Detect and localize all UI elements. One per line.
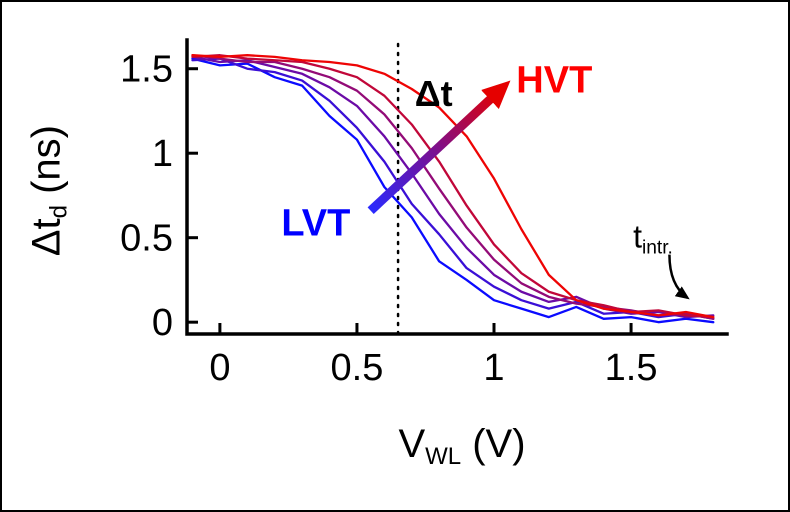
y-tick-label: 1.5 (120, 49, 173, 91)
t-intr-arrow (668, 254, 690, 300)
y-axis-label-main: Δt (24, 218, 69, 257)
x-tick-label: 0 (209, 347, 230, 389)
y-axis-label-unit: (ns) (24, 125, 69, 205)
delta-t-annotation: Δt (414, 73, 453, 115)
series-line-mid-4 (191, 54, 715, 319)
series-line-HVT (191, 54, 715, 319)
series-line-mid-2 (191, 55, 715, 319)
y-axis-label-sub: d (45, 205, 73, 219)
x-tick-label: 1 (483, 347, 504, 389)
x-axis-label-unit: (V) (461, 422, 526, 466)
y-tick-label: 0 (152, 302, 173, 344)
y-axis-label: Δtd (ns) (24, 41, 73, 341)
x-axis-label-main: V (398, 422, 426, 466)
lvt-annotation: LVT (281, 202, 351, 245)
axes (185, 38, 729, 336)
series-line-mid-3 (191, 54, 715, 320)
t-intr-sub: intr. (641, 237, 673, 259)
hvt-annotation: HVT (516, 59, 593, 102)
x-axis-label-sub: WL (425, 443, 462, 471)
x-tick-label: 1.5 (605, 347, 658, 389)
x-axis-label: VWL (V) (302, 422, 622, 471)
t-intr-main: t (633, 219, 642, 255)
lvt-to-hvt-arrow (367, 80, 511, 214)
y-tick-label: 0.5 (120, 218, 173, 260)
series-line-mid-1 (191, 57, 715, 320)
y-tick-label: 1 (152, 133, 173, 175)
x-tick-label: 0.5 (331, 347, 384, 389)
t-intr-annotation: tintr. (633, 219, 673, 260)
series-line-LVT (191, 57, 715, 324)
